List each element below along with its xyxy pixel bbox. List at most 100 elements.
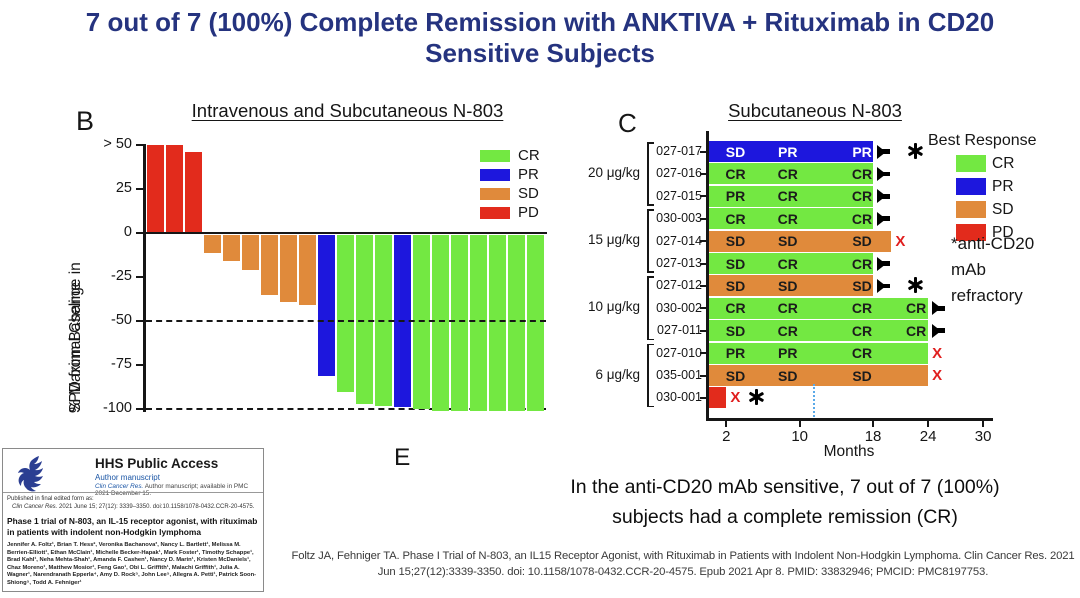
- legend-swatch-pd: [956, 224, 986, 241]
- swimmer-x-tick: [725, 420, 728, 427]
- waterfall-y-tick-label: -75: [111, 356, 132, 372]
- swimmer-bar-label: PR: [778, 143, 798, 160]
- subject-tick: [700, 217, 707, 220]
- subject-label: 027-017: [656, 144, 702, 158]
- hhs-paper-title: Phase 1 trial of N-803, an IL-15 recepto…: [7, 516, 258, 537]
- swimmer-bar-label: SD: [852, 277, 872, 294]
- swimmer-x-tick: [982, 420, 985, 427]
- arrow-head: [932, 301, 942, 316]
- arrow-head: [877, 144, 887, 159]
- legend-label-pr: PR: [518, 166, 539, 183]
- panel-b-label: B: [76, 106, 95, 136]
- x-mark: X: [932, 367, 943, 384]
- swimmer-bar: [709, 208, 874, 230]
- legend-swatch-cr: [956, 155, 986, 172]
- waterfall-y-tick-label: -50: [111, 312, 132, 328]
- swimmer-bar-label: CR: [725, 210, 746, 227]
- swimmer-y-axis: [706, 131, 709, 421]
- waterfall-bar: [261, 235, 278, 295]
- swimmer-bar: [709, 297, 929, 319]
- footnote-line1: *anti-CD20: [951, 234, 1035, 253]
- hhs-header-title: HHS Public Access: [95, 456, 219, 471]
- swimmer-legend: CR PR SD PD: [956, 155, 1066, 250]
- legend-swatch-sd: [480, 188, 510, 200]
- legend-label-sd: SD: [518, 185, 539, 202]
- subject-tick: [700, 329, 707, 332]
- slide-title-line2: Sensitive Subjects: [425, 38, 655, 68]
- swimmer-bar: [709, 253, 874, 274]
- swimmer-bar-label: SD: [778, 233, 798, 250]
- waterfall-y-tick: [136, 319, 143, 323]
- waterfall-bar: [166, 145, 183, 233]
- swimmer-x-tick: [871, 420, 875, 427]
- subject-tick: [700, 284, 707, 287]
- swimmer-bar: [709, 141, 874, 162]
- waterfall-y-tick: [136, 231, 143, 235]
- waterfall-y-axis: [143, 144, 146, 412]
- waterfall-bar: [280, 235, 297, 302]
- milestone-dotted-line: [813, 384, 816, 417]
- swimmer-x-tick-label: 18: [864, 428, 882, 445]
- subject-label: 027-013: [656, 256, 702, 270]
- subject-label: 030-001: [656, 390, 702, 405]
- subject-tick: [700, 195, 707, 198]
- hhs-published-line: Published in final edited form as:: [7, 496, 94, 502]
- hhs-public-access-box: HHS Public Access Author manuscript Clin…: [2, 448, 264, 592]
- waterfall-title: Intravenous and Subcutaneous N-803: [191, 100, 504, 121]
- waterfall-reference-line: [146, 319, 546, 322]
- legend-swatch-cr: [480, 150, 510, 162]
- swimmer-bar: [709, 387, 727, 409]
- waterfall-bar: [337, 235, 354, 392]
- conclusion-line1: In the anti-CD20 mAb sensitive, 7 out of…: [570, 476, 1000, 498]
- waterfall-bar: [147, 145, 164, 233]
- swimmer-x-tick: [926, 420, 930, 427]
- swimmer-bar-label: CR: [851, 255, 873, 272]
- conclusion-line2: subjects had a complete remission (CR): [612, 506, 958, 528]
- swimmer-bar-label: CR: [725, 165, 746, 182]
- swimmer-bar-label: SD: [725, 277, 746, 294]
- swimmer-bar-label: CR: [851, 188, 873, 205]
- legend-swatch-pd: [480, 207, 510, 219]
- swimmer-bar-label: SD: [725, 255, 746, 272]
- swimmer-legend-title: Best Response: [928, 132, 1037, 149]
- waterfall-y-tick: [136, 275, 143, 279]
- dose-label: 6 μg/kg: [595, 366, 640, 382]
- swimmer-bar-label: CR: [777, 322, 798, 339]
- dose-bracket-serif: [647, 405, 654, 408]
- waterfall-bar: [527, 235, 544, 411]
- dose-bracket-serif: [647, 204, 654, 206]
- swimmer-bar-label: PR: [725, 188, 746, 205]
- swimmer-bar-label: CR: [851, 165, 873, 182]
- subject-tick: [700, 172, 707, 175]
- swimmer-bar-label: CR: [725, 300, 746, 317]
- waterfall-y-tick-label: -25: [111, 268, 132, 284]
- dose-bracket-serif: [647, 209, 654, 211]
- swimmer-bar-label: PR: [852, 143, 872, 160]
- waterfall-y-tick: [136, 187, 143, 191]
- waterfall-y-tick: [136, 363, 143, 367]
- swimmer-bar-label: CR: [777, 300, 798, 317]
- swimmer-bar: [709, 275, 874, 297]
- waterfall-bar: [489, 235, 506, 411]
- swimmer-bar-label: CR: [851, 345, 873, 362]
- dose-bracket: [647, 343, 649, 408]
- subject-tick: [700, 374, 707, 377]
- arrow-head: [877, 189, 887, 204]
- waterfall-bar: [356, 235, 373, 404]
- waterfall-bar: [318, 235, 335, 376]
- swimmer-bar-label: CR: [777, 255, 798, 272]
- dose-bracket-serif: [647, 271, 654, 273]
- hhs-authors: Jennifer A. Foltz¹, Brian T. Hess², Vero…: [7, 542, 257, 586]
- swimmer-bar: [709, 365, 929, 386]
- arrow-head: [877, 256, 887, 271]
- waterfall-bar: [223, 235, 240, 262]
- footnote-line2: mAb: [951, 260, 986, 279]
- waterfall-bar: [451, 235, 468, 411]
- swimmer-x-axis: [706, 418, 993, 421]
- legend-label-sd: SD: [992, 201, 1014, 218]
- waterfall-bar: [242, 235, 259, 271]
- asterisk-icon: [907, 277, 924, 294]
- subject-tick: [700, 396, 707, 399]
- dose-bracket: [647, 142, 649, 206]
